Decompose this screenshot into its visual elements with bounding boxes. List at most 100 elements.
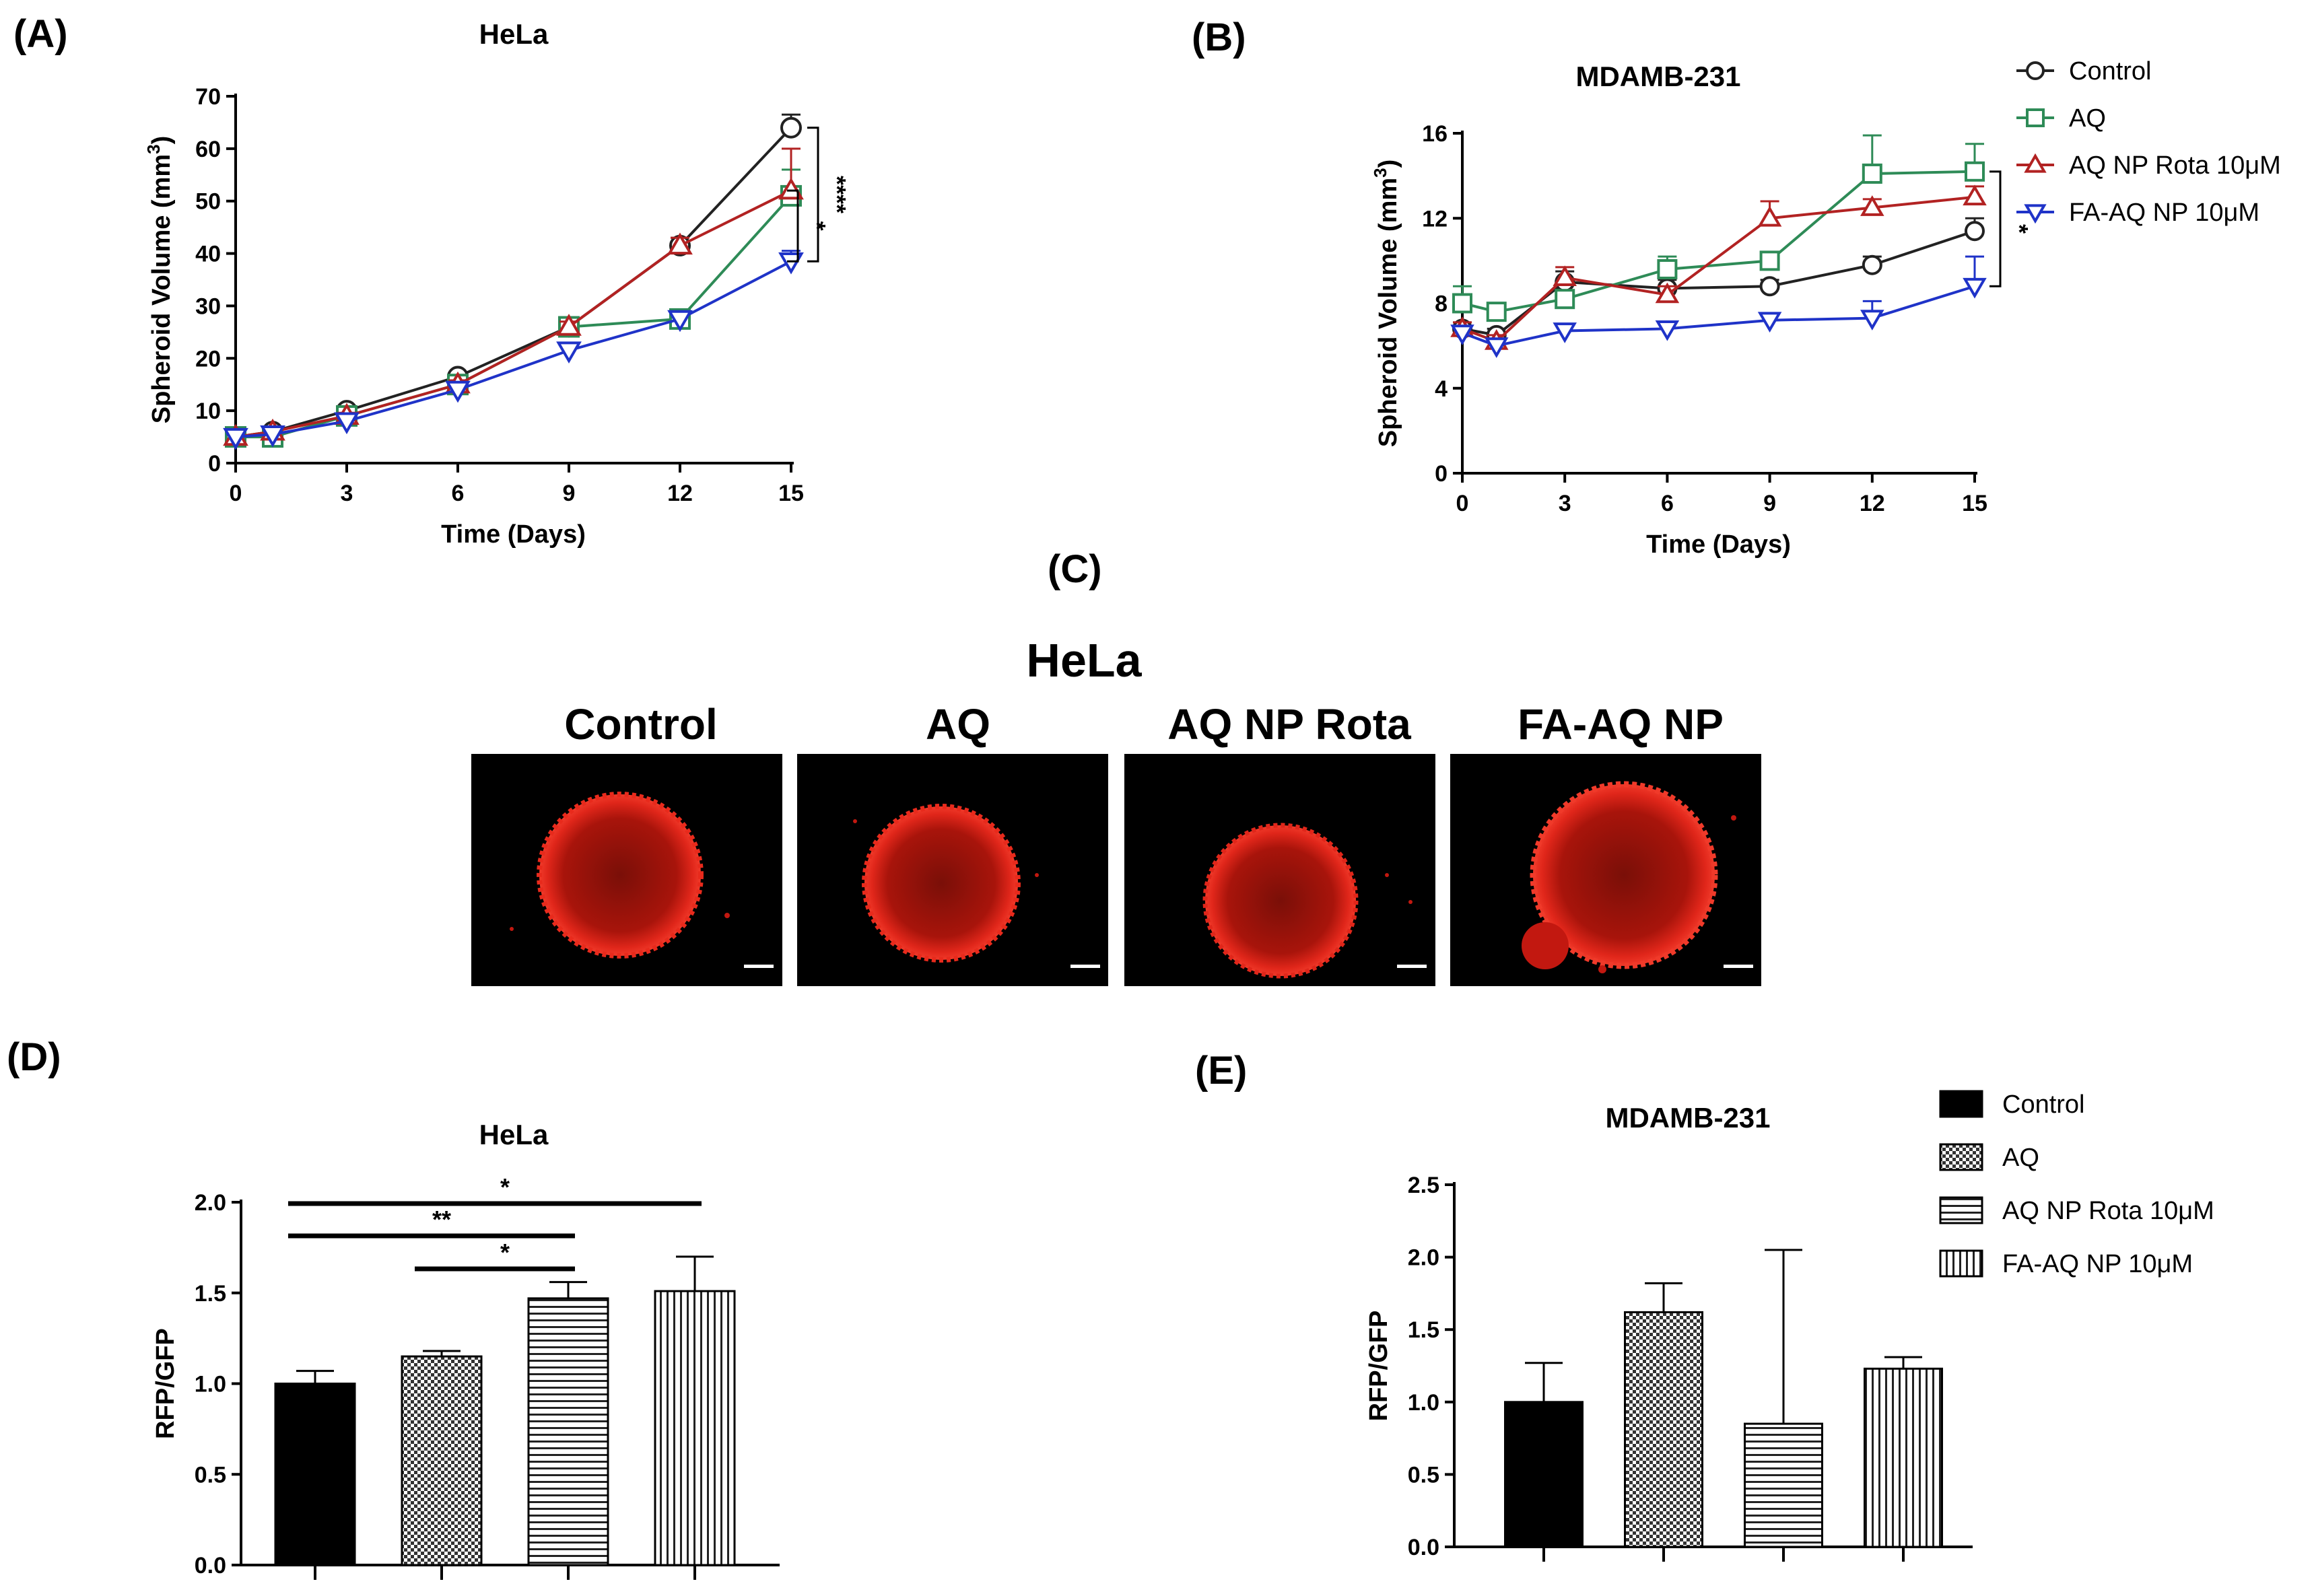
chart-title: MDAMB-231 [1605,1102,1770,1134]
y-axis-title: RFP/GFP [151,1328,180,1439]
data-point [1965,221,1985,242]
legend-marker [2026,61,2045,80]
bracket-line [1989,170,2002,287]
series-line [1462,230,1975,337]
y-tick-label: 60 [195,137,221,162]
legend-item: Control [1939,1090,2085,1119]
legend: Control AQ AQ NP Rota 10μM FA-AQ NP 10μM [1939,1090,2214,1278]
data-point [1757,205,1782,227]
image-label-aq-np-rota: AQ NP Rota [1167,700,1411,749]
microscopy-image-fa-aq-np [1450,754,1761,986]
y-tick-label: 0.5 [195,1462,226,1488]
y-tick-label: 20 [195,346,221,372]
y-tick-label: 30 [195,293,221,319]
series-aq [225,168,802,448]
x-tick-label: 6 [452,481,465,506]
bar-fa-aq-np-10-m [654,1255,736,1580]
data-point [556,341,582,363]
y-axis-title: Spheroid Volume (mm3) [1370,160,1402,448]
data-point [1759,250,1780,271]
bar-aq [1624,1282,1703,1562]
legend-label: AQ NP Rota 10μM [2002,1197,2214,1225]
panel-c-title: HeLa [1026,634,1142,687]
panel-label-a: (A) [13,12,68,56]
y-tick-label: 16 [1422,121,1448,147]
x-axis-title: Time (Days) [1646,530,1791,559]
x-tick-label: 0 [1456,491,1469,516]
x-tick-label: 9 [1763,491,1776,516]
legend-item: FA-AQ NP 10μM [1939,1249,2193,1278]
data-point [334,412,360,435]
x-tick-label: 6 [1661,491,1674,516]
legend-item: Control [2016,57,2152,85]
x-tick-label: 12 [1860,491,1885,516]
data-point [1553,265,1577,287]
legend-swatch [1939,1196,1983,1224]
bar-fa-aq-np-10-m [1864,1356,1943,1562]
y-tick-label: 0 [208,451,221,477]
legend-marker [2026,108,2045,127]
y-tick-label: 2.0 [195,1190,226,1216]
significance-bracket: * [787,189,831,263]
data-point [778,177,804,200]
y-tick-label: 12 [1422,206,1448,232]
significance-label: * [500,1239,510,1266]
y-tick-label: 2.0 [1408,1245,1439,1271]
legend-swatch [1939,1090,1983,1118]
y-tick-label: 70 [195,84,221,110]
panel-label-e: (E) [1195,1049,1247,1092]
legend-label: Control [2069,57,2152,85]
significance-label: * [803,221,831,231]
legend-item: AQ [1939,1143,2039,1172]
x-tick-label: 15 [1962,491,1987,516]
data-point [1963,184,1987,206]
chart-a-line-hela: HeLa 0 10 20 30 40 50 60 70 0 3 6 9 12 15 Time (Days) Sp… [143,18,851,549]
y-tick-label: 1.5 [1408,1317,1439,1343]
significance-label: * [500,1173,510,1201]
bar [654,1290,736,1566]
panel-label-c: (C) [1048,547,1102,591]
y-tick-label: 4 [1435,376,1448,402]
y-tick-label: 1.0 [1408,1390,1439,1416]
series-fa-aq-np-10-m [1450,255,1987,358]
series-line [235,127,792,439]
data-point [1862,163,1882,184]
y-tick-label: 10 [195,398,221,424]
series-line [1462,195,1975,343]
significance-bracket: * [1989,170,2033,287]
legend: Control AQ AQ NP Rota 10μM FA-AQ NP 10μM [2016,57,2281,227]
series-aq [1452,134,1985,322]
data-point [1450,324,1474,345]
legend-swatch [1939,1143,1983,1171]
data-point [1860,195,1884,216]
data-point [1757,312,1782,333]
bar-control [1504,1362,1584,1562]
y-axis-title: RFP/GFP [1365,1311,1393,1422]
data-point [556,314,582,336]
image-label-fa-aq-np: FA-AQ NP [1518,700,1724,749]
legend-marker [2024,204,2047,224]
chart-b-line-mdamb231: MDAMB-231 0 4 8 12 16 0 3 6 9 12 15 Time (Days) Spher… [1370,57,2281,559]
data-point [1655,282,1680,304]
image-label-aq: AQ [926,700,990,749]
legend-label: AQ NP Rota 10μM [2069,151,2281,180]
image-label-control: Control [564,700,718,749]
bar-aq [401,1350,483,1580]
series-aq-np-rota-10-m [223,147,804,446]
data-point [1657,259,1678,279]
legend-label: AQ [2069,104,2106,133]
bar-aq-np-rota-10-m [1744,1249,1823,1562]
y-tick-label: 40 [195,242,221,267]
x-tick-label: 15 [778,481,804,506]
y-tick-label: 0.0 [195,1553,226,1578]
y-tick-label: 8 [1435,291,1448,317]
x-tick-label: 0 [230,481,242,506]
data-point [1452,293,1472,314]
y-axis-title: Spheroid Volume (mm3) [143,136,176,424]
data-point [1860,310,1884,331]
legend-swatch [1939,1249,1983,1278]
legend-item: AQ [2016,104,2106,133]
y-tick-label: 0.5 [1408,1462,1439,1488]
legend-marker [2024,153,2047,173]
